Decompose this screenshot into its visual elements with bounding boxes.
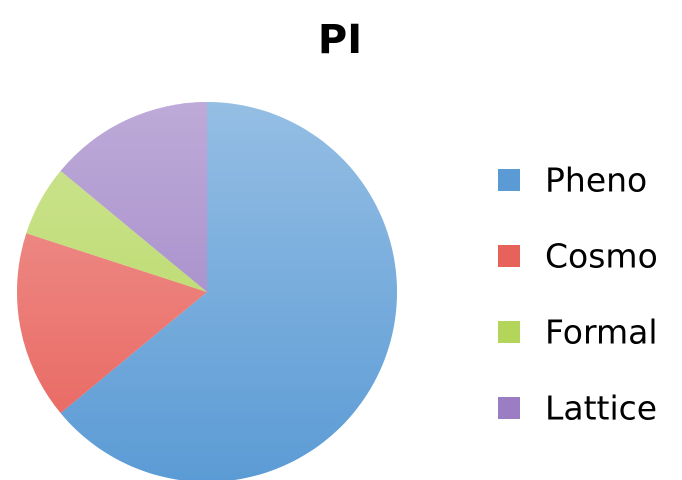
chart-title: PI <box>318 17 362 63</box>
legend-label: Cosmo <box>545 237 658 276</box>
legend-swatch <box>498 245 520 267</box>
legend-label: Formal <box>545 313 658 352</box>
legend-swatch <box>498 321 520 343</box>
legend-label: Lattice <box>545 389 657 428</box>
legend-label: Pheno <box>545 161 647 200</box>
legend-swatch <box>498 169 520 191</box>
legend-swatch <box>498 397 520 419</box>
